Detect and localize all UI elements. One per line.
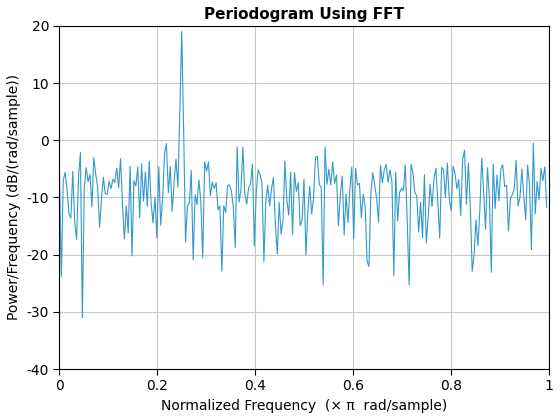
X-axis label: Normalized Frequency  (× π  rad/sample): Normalized Frequency (× π rad/sample)	[161, 399, 447, 413]
Y-axis label: Power/Frequency (dB/(rad/sample)): Power/Frequency (dB/(rad/sample))	[7, 74, 21, 320]
Title: Periodogram Using FFT: Periodogram Using FFT	[204, 7, 404, 22]
